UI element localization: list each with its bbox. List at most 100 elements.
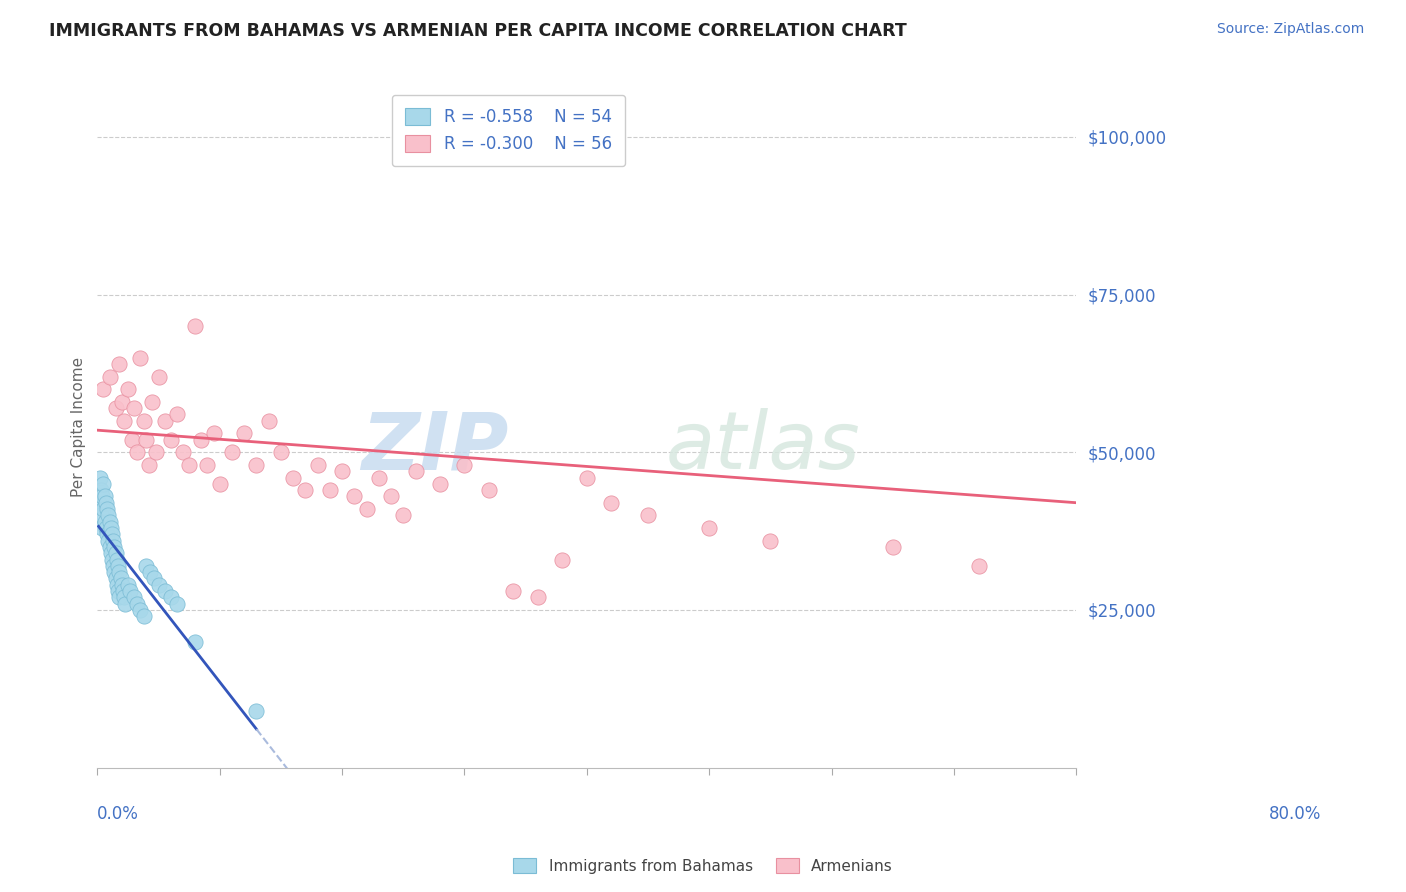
Point xyxy=(429,476,451,491)
Point xyxy=(100,546,122,560)
Point xyxy=(551,552,574,566)
Point xyxy=(96,502,118,516)
Point xyxy=(94,521,117,535)
Point xyxy=(97,533,120,548)
Point xyxy=(575,470,598,484)
Point xyxy=(112,414,135,428)
Point xyxy=(112,591,135,605)
Point xyxy=(141,394,163,409)
Point xyxy=(697,521,720,535)
Point xyxy=(600,496,623,510)
Point xyxy=(283,470,305,484)
Point xyxy=(93,476,115,491)
Y-axis label: Per Capita Income: Per Capita Income xyxy=(72,357,86,497)
Legend: R = -0.558    N = 54, R = -0.300    N = 56: R = -0.558 N = 54, R = -0.300 N = 56 xyxy=(392,95,626,166)
Point xyxy=(392,508,415,523)
Point xyxy=(120,584,142,599)
Point xyxy=(135,433,157,447)
Point xyxy=(527,591,550,605)
Point xyxy=(93,515,115,529)
Point xyxy=(245,704,267,718)
Point xyxy=(100,521,122,535)
Point xyxy=(179,458,201,472)
Point xyxy=(122,591,145,605)
Point xyxy=(125,597,148,611)
Point xyxy=(270,445,292,459)
Point xyxy=(98,515,121,529)
Point xyxy=(89,470,111,484)
Point xyxy=(132,609,155,624)
Text: Source: ZipAtlas.com: Source: ZipAtlas.com xyxy=(1216,22,1364,37)
Point xyxy=(343,490,366,504)
Point xyxy=(307,458,329,472)
Point xyxy=(122,401,145,416)
Point xyxy=(104,546,127,560)
Point xyxy=(90,483,112,497)
Point xyxy=(257,414,280,428)
Point xyxy=(208,476,231,491)
Point xyxy=(98,369,121,384)
Point xyxy=(367,470,389,484)
Text: ZIP: ZIP xyxy=(361,409,509,486)
Point xyxy=(132,414,155,428)
Point xyxy=(101,527,124,541)
Point xyxy=(139,565,162,579)
Point xyxy=(184,634,207,648)
Point xyxy=(103,558,125,573)
Point xyxy=(103,565,125,579)
Point xyxy=(108,565,131,579)
Legend: Immigrants from Bahamas, Armenians: Immigrants from Bahamas, Armenians xyxy=(508,852,898,880)
Point xyxy=(129,603,152,617)
Point xyxy=(108,591,131,605)
Point xyxy=(153,584,176,599)
Point xyxy=(294,483,316,497)
Point xyxy=(93,382,115,396)
Point xyxy=(759,533,782,548)
Point xyxy=(91,521,114,535)
Text: atlas: atlas xyxy=(665,409,860,486)
Point xyxy=(93,490,115,504)
Point xyxy=(94,496,117,510)
Point xyxy=(103,533,125,548)
Point xyxy=(148,369,170,384)
Point xyxy=(96,527,118,541)
Point xyxy=(967,558,990,573)
Point xyxy=(184,319,207,334)
Point xyxy=(159,433,181,447)
Point xyxy=(93,502,115,516)
Point xyxy=(637,508,659,523)
Point xyxy=(103,540,125,554)
Point xyxy=(108,357,131,371)
Point xyxy=(245,458,267,472)
Point xyxy=(221,445,243,459)
Point xyxy=(138,458,160,472)
Point xyxy=(478,483,501,497)
Point xyxy=(319,483,342,497)
Point xyxy=(502,584,524,599)
Point xyxy=(330,464,353,478)
Point xyxy=(356,502,378,516)
Point xyxy=(111,578,134,592)
Point xyxy=(153,414,176,428)
Point xyxy=(166,597,188,611)
Text: IMMIGRANTS FROM BAHAMAS VS ARMENIAN PER CAPITA INCOME CORRELATION CHART: IMMIGRANTS FROM BAHAMAS VS ARMENIAN PER … xyxy=(49,22,907,40)
Point xyxy=(98,540,121,554)
Point xyxy=(190,433,212,447)
Point xyxy=(110,571,132,585)
Point xyxy=(172,445,194,459)
Text: 80.0%: 80.0% xyxy=(1268,805,1322,823)
Point xyxy=(101,552,124,566)
Text: 0.0%: 0.0% xyxy=(97,805,139,823)
Point xyxy=(405,464,427,478)
Point xyxy=(380,490,402,504)
Point xyxy=(87,496,110,510)
Point xyxy=(233,426,256,441)
Point xyxy=(105,552,128,566)
Point xyxy=(91,490,114,504)
Point xyxy=(90,508,112,523)
Point xyxy=(882,540,904,554)
Point xyxy=(145,445,167,459)
Point xyxy=(453,458,475,472)
Point xyxy=(112,584,135,599)
Point xyxy=(114,597,136,611)
